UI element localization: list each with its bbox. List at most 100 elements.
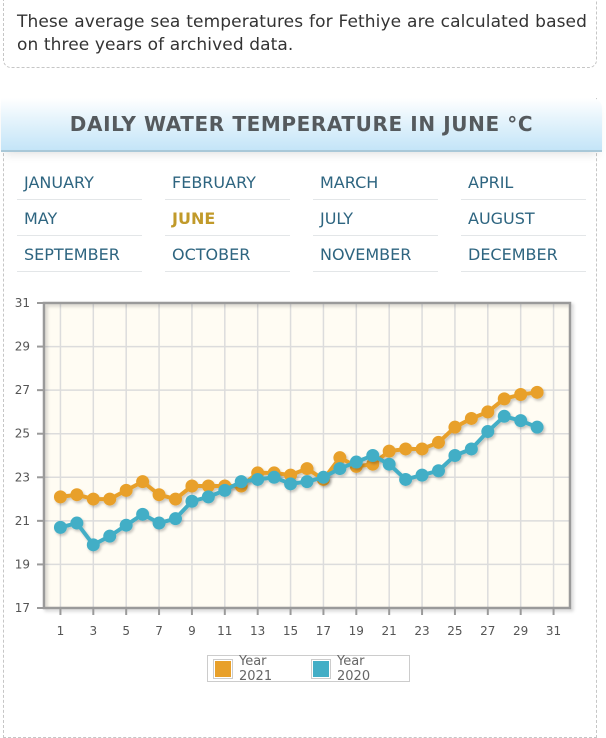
data-point[interactable]: Year 2021, day 9: 22.6 (185, 479, 199, 493)
panel-title: DAILY WATER TEMPERATURE IN JUNE °C (69, 112, 534, 136)
data-point[interactable]: Year 2021, day 24: 24.6 (432, 435, 445, 449)
data-point[interactable]: Year 2021, day 23: 24.3 (415, 442, 429, 456)
panel-header: DAILY WATER TEMPERATURE IN JUNE °C (1, 98, 602, 152)
data-point[interactable]: Year 2020, day 14: 23 (267, 470, 281, 484)
grid (44, 302, 570, 609)
x-tick-label: 13 (250, 624, 265, 638)
legend-label: Year 2021 (239, 653, 273, 684)
data-point[interactable]: Year 2020, day 27: 25.1 (481, 425, 495, 439)
x-tick-label: 15 (283, 624, 298, 638)
temperature-panel: DAILY WATER TEMPERATURE IN JUNE °C JANUA… (1, 98, 602, 738)
x-tick-label: 3 (89, 624, 97, 638)
y-tick-label: 19 (15, 557, 30, 571)
data-point[interactable]: Year 2020, day 19: 23.7 (349, 455, 363, 469)
data-point[interactable]: Year 2020, day 20: 24 (366, 449, 380, 462)
month-link-october[interactable]: OCTOBER (165, 236, 290, 272)
month-link-june[interactable]: JUNE (165, 200, 290, 236)
x-tick-label: 9 (188, 624, 196, 638)
month-selector: JANUARY FEBRUARY MARCH APRIL MAY JUNE JULY AUGU… (17, 164, 589, 272)
data-point[interactable]: Year 2021, day 10: 22.6 (201, 479, 215, 493)
data-point[interactable]: Year 2021, day 30: 26.9 (530, 385, 544, 399)
y-tick-label: 25 (15, 427, 30, 441)
data-point[interactable]: Year 2020, day 21: 23.6 (382, 457, 396, 471)
data-point[interactable]: Year 2021, day 4: 22 (103, 492, 117, 506)
data-point[interactable]: Year 2021, day 22: 24.3 (399, 442, 413, 456)
data-point[interactable]: Year 2020, day 24: 23.3 (432, 464, 445, 478)
x-tick-label: 7 (155, 624, 163, 638)
x-tick-label: 29 (513, 624, 528, 638)
data-point[interactable]: Year 2020, day 15: 22.7 (284, 477, 298, 491)
month-link-may[interactable]: MAY (17, 200, 142, 236)
month-link-march[interactable]: MARCH (313, 164, 438, 200)
y-tick-label: 31 (15, 296, 30, 310)
data-point[interactable]: Year 2021, day 29: 26.8 (514, 388, 528, 401)
data-point[interactable]: Year 2021, day 16: 23.4 (300, 462, 314, 476)
y-tick-label: 21 (15, 514, 30, 528)
month-link-february[interactable]: FEBRUARY (165, 164, 290, 200)
data-point[interactable]: Year 2021, day 28: 26.6 (497, 392, 511, 406)
legend-label: Year 2020 (337, 653, 371, 684)
data-point[interactable]: Year 2020, day 22: 22.9 (399, 472, 413, 486)
month-link-december[interactable]: DECEMBER (461, 236, 586, 272)
legend-swatch-icon (311, 658, 331, 679)
x-tick-label: 11 (217, 624, 232, 638)
data-point[interactable]: Year 2020, day 26: 24.3 (464, 442, 478, 456)
chart-legend: Year 2021 Year 2020 (207, 654, 410, 684)
series-year-2020: Year 2020, day 1: 20.7Year 2020, day 2: … (53, 409, 544, 552)
month-link-july[interactable]: JULY (313, 200, 438, 236)
data-point[interactable]: Year 2021, day 5: 22.4 (119, 483, 133, 497)
data-point[interactable]: Year 2020, day 29: 25.6 (514, 414, 528, 428)
x-tick-label: 27 (480, 624, 495, 638)
data-point[interactable]: Year 2021, day 6: 22.8 (136, 475, 150, 489)
data-point[interactable]: Year 2020, day 9: 21.9 (185, 494, 199, 508)
data-point[interactable]: Year 2021, day 1: 22.1 (53, 490, 67, 504)
data-point[interactable]: Year 2021, day 21: 24.2 (382, 444, 396, 458)
data-point[interactable]: Year 2020, day 4: 20.3 (103, 529, 117, 543)
data-point[interactable]: Year 2021, day 3: 22 (86, 492, 100, 506)
y-tick-label: 23 (15, 470, 30, 484)
data-point[interactable]: Year 2020, day 1: 20.7 (53, 520, 67, 534)
x-tick-label: 23 (414, 624, 429, 638)
data-point[interactable]: Year 2020, day 8: 21.1 (169, 512, 182, 526)
intro-text: These average sea temperatures for Fethi… (17, 12, 587, 55)
month-link-november[interactable]: NOVEMBER (313, 236, 438, 272)
y-tick-label: 17 (15, 601, 30, 615)
data-point[interactable]: Year 2020, day 5: 20.8 (119, 518, 133, 532)
data-point[interactable]: Year 2020, day 18: 23.4 (333, 462, 347, 476)
plot-frame (42, 301, 572, 610)
data-point[interactable]: Year 2021, day 2: 22.2 (70, 488, 84, 502)
month-link-april[interactable]: APRIL (461, 164, 586, 200)
data-point[interactable]: Year 2020, day 16: 22.8 (300, 475, 314, 489)
data-point[interactable]: Year 2020, day 23: 23.1 (415, 468, 429, 482)
data-point[interactable]: Year 2020, day 30: 25.3 (530, 420, 544, 434)
data-point[interactable]: Year 2020, day 13: 22.9 (251, 472, 265, 486)
legend-item-year-2021[interactable]: Year 2021 (213, 654, 295, 684)
month-link-january[interactable]: JANUARY (17, 164, 142, 200)
data-point[interactable]: Year 2021, day 25: 25.3 (448, 420, 462, 434)
month-link-august[interactable]: AUGUST (461, 200, 586, 236)
plot-background (44, 303, 570, 608)
data-point[interactable]: Year 2021, day 7: 22.2 (152, 488, 166, 502)
month-link-september[interactable]: SEPTEMBER (17, 236, 142, 272)
data-point[interactable]: Year 2020, day 28: 25.8 (497, 409, 511, 423)
data-point[interactable]: Year 2021, day 8: 22 (169, 492, 182, 506)
x-tick-label: 1 (57, 624, 65, 638)
data-point[interactable]: Year 2020, day 3: 19.9 (86, 538, 100, 552)
intro-box: These average sea temperatures for Fethi… (3, 0, 597, 68)
data-point[interactable]: Year 2020, day 25: 24 (448, 449, 462, 462)
data-point[interactable]: Year 2020, day 12: 22.8 (234, 475, 248, 489)
x-tick-label: 17 (316, 624, 331, 638)
data-point[interactable]: Year 2020, day 7: 20.9 (152, 516, 166, 530)
data-point[interactable]: Year 2021, day 18: 23.9 (333, 451, 347, 465)
legend-item-year-2020[interactable]: Year 2020 (311, 654, 393, 684)
data-point[interactable]: Year 2020, day 10: 22.1 (201, 490, 215, 504)
data-point[interactable]: Year 2020, day 6: 21.3 (136, 507, 150, 521)
data-point[interactable]: Year 2021, day 27: 26 (481, 405, 495, 419)
data-point[interactable]: Year 2020, day 11: 22.4 (218, 483, 232, 497)
data-point[interactable]: Year 2021, day 26: 25.7 (464, 411, 478, 425)
data-point[interactable]: Year 2020, day 2: 20.9 (70, 516, 84, 530)
data-point[interactable]: Year 2020, day 17: 23 (316, 470, 330, 484)
